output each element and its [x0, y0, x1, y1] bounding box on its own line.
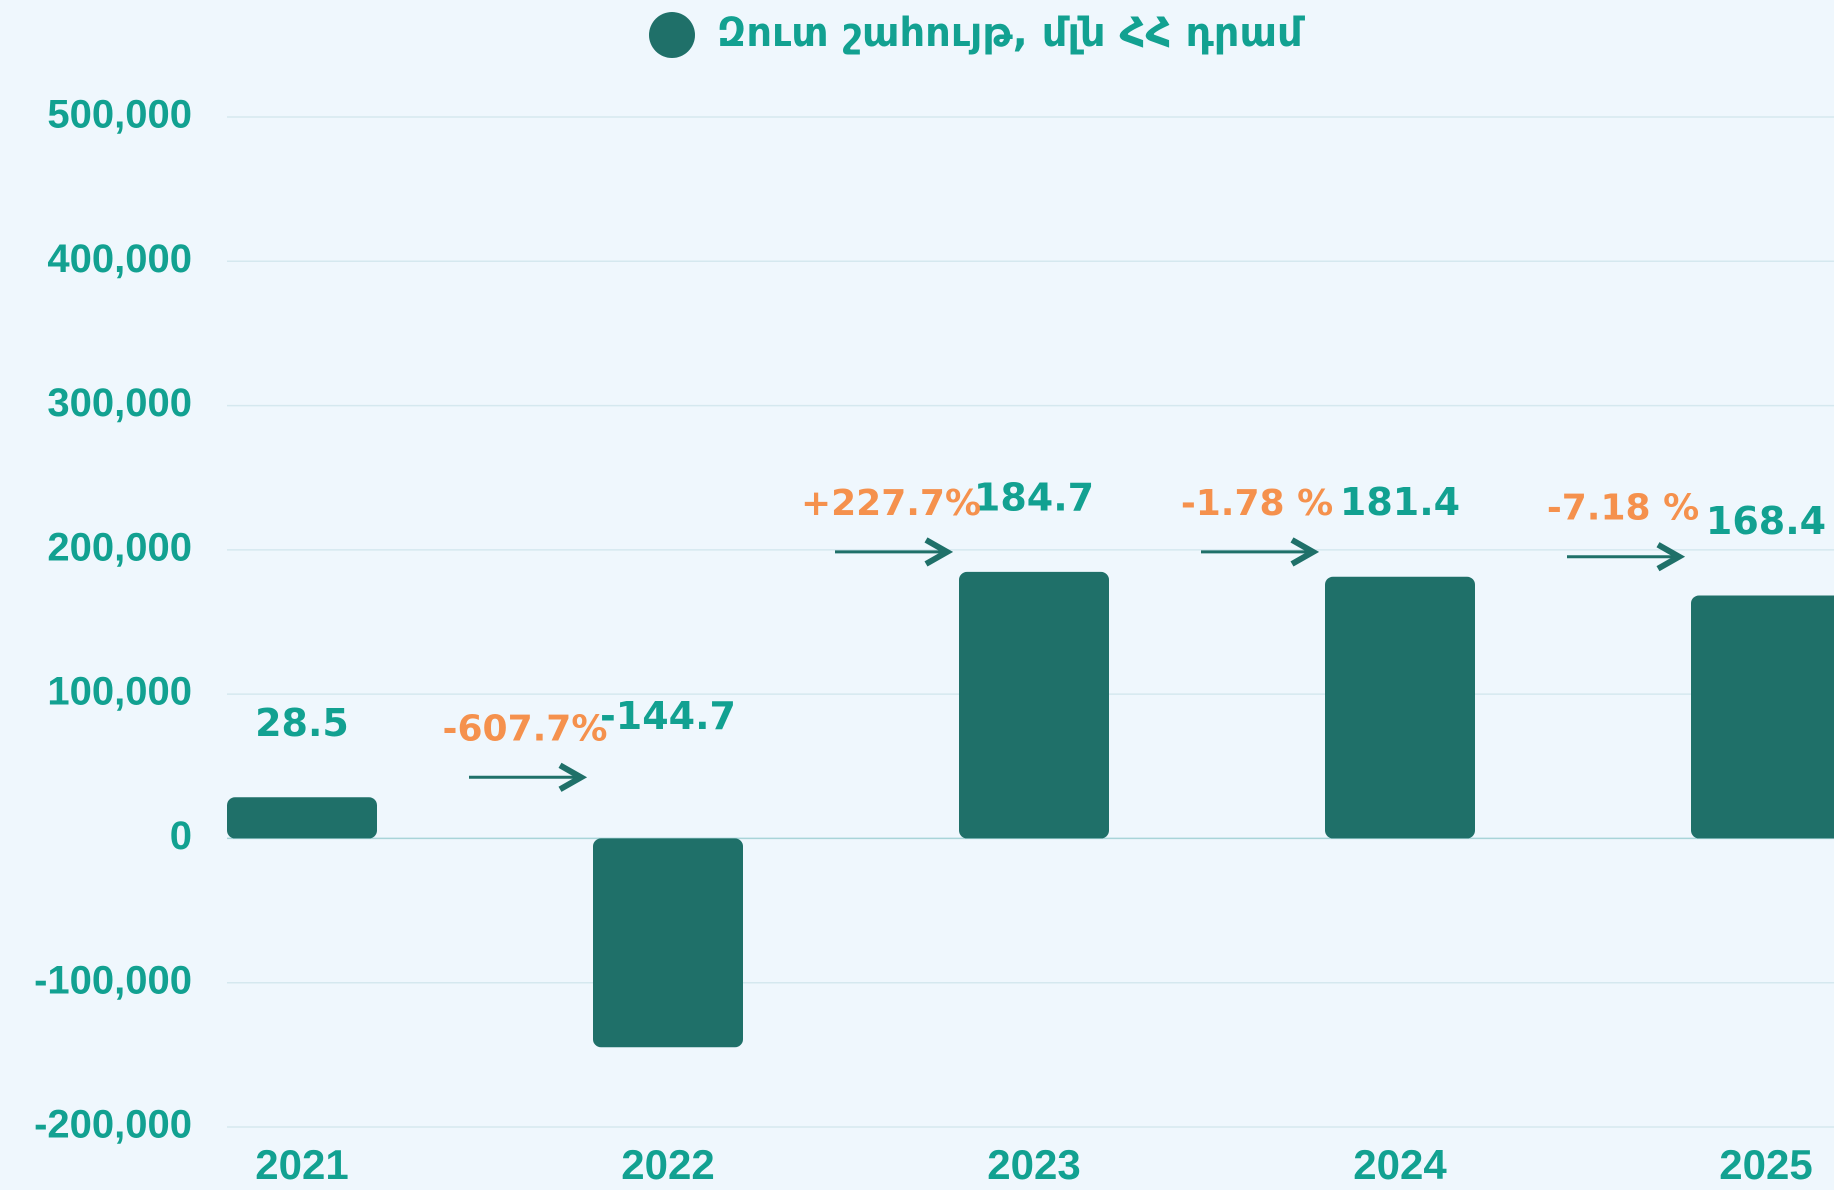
bar — [227, 797, 377, 839]
bar — [1691, 595, 1834, 839]
legend-label: Զուտ շահույթ, մլն ՀՀ դրամ — [717, 10, 1305, 56]
y-tick-label: 100,000 — [47, 670, 192, 714]
value-label: 184.7 — [974, 475, 1094, 519]
y-tick-label: 500,000 — [47, 93, 192, 137]
change-annotation: -607.7% — [443, 708, 608, 749]
value-label: 181.4 — [1340, 480, 1460, 524]
y-tick-label: -100,000 — [34, 958, 192, 1002]
change-annotation: -1.78 % — [1181, 483, 1333, 524]
value-label: -144.7 — [600, 694, 736, 738]
bar — [593, 838, 743, 1048]
x-tick-label: 2025 — [1719, 1141, 1812, 1188]
x-tick-label: 2024 — [1353, 1141, 1447, 1188]
change-annotation: -7.18 % — [1547, 488, 1699, 529]
y-tick-label: 400,000 — [47, 237, 192, 281]
x-tick-label: 2022 — [621, 1141, 714, 1188]
y-tick-label: 200,000 — [47, 525, 192, 569]
y-tick-label: 300,000 — [47, 381, 192, 425]
value-label: 168.4 — [1706, 499, 1826, 543]
x-tick-label: 2023 — [987, 1141, 1080, 1188]
legend-swatch — [649, 12, 695, 58]
value-label: 28.5 — [255, 701, 349, 745]
y-tick-label: 0 — [170, 814, 192, 858]
y-tick-label: -200,000 — [34, 1103, 192, 1147]
bar — [1325, 576, 1475, 839]
x-tick-label: 2021 — [255, 1141, 348, 1188]
change-annotation: +227.7% — [801, 483, 981, 524]
bar — [959, 571, 1109, 839]
